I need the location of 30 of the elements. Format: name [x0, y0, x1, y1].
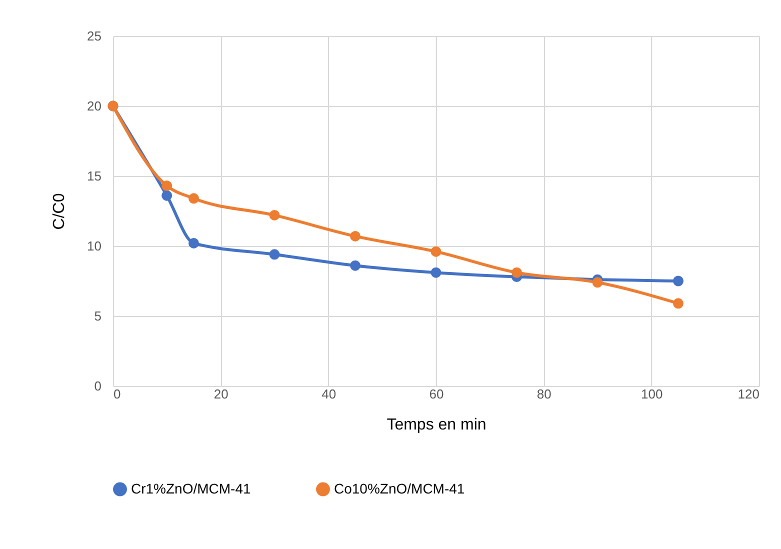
y-tick-label: 25 — [87, 28, 102, 44]
y-tick-label: 15 — [87, 168, 102, 184]
point — [188, 193, 199, 204]
legend-label: Co10%ZnO/MCM-41 — [334, 480, 465, 496]
point — [269, 210, 280, 220]
y-axis-title: C/C0 — [51, 193, 68, 230]
point — [673, 298, 684, 309]
point — [673, 276, 684, 286]
point — [350, 260, 360, 271]
y-tick-label: 10 — [87, 238, 102, 254]
point — [162, 180, 172, 192]
x-axis-title: Temps en min — [386, 416, 486, 434]
x-tick-label: 60 — [429, 386, 444, 402]
x-tick-label: 40 — [322, 386, 336, 402]
x-tick-label: 120 — [738, 386, 760, 402]
x-tick-label: 80 — [536, 386, 552, 402]
point — [269, 249, 280, 260]
x-tick-label: 0 — [114, 386, 121, 402]
legend-label: Cr1%ZnO/MCM-41 — [131, 480, 252, 496]
point — [350, 230, 360, 242]
point — [430, 267, 442, 278]
y-tick-label: 5 — [94, 308, 102, 324]
y-tick-label: 20 — [87, 98, 102, 114]
point — [592, 277, 603, 288]
x-tick-label: 100 — [640, 386, 663, 402]
point — [162, 190, 172, 201]
point — [188, 238, 199, 248]
point — [512, 267, 522, 278]
point — [430, 246, 442, 257]
x-tick-label: 20 — [214, 386, 228, 402]
